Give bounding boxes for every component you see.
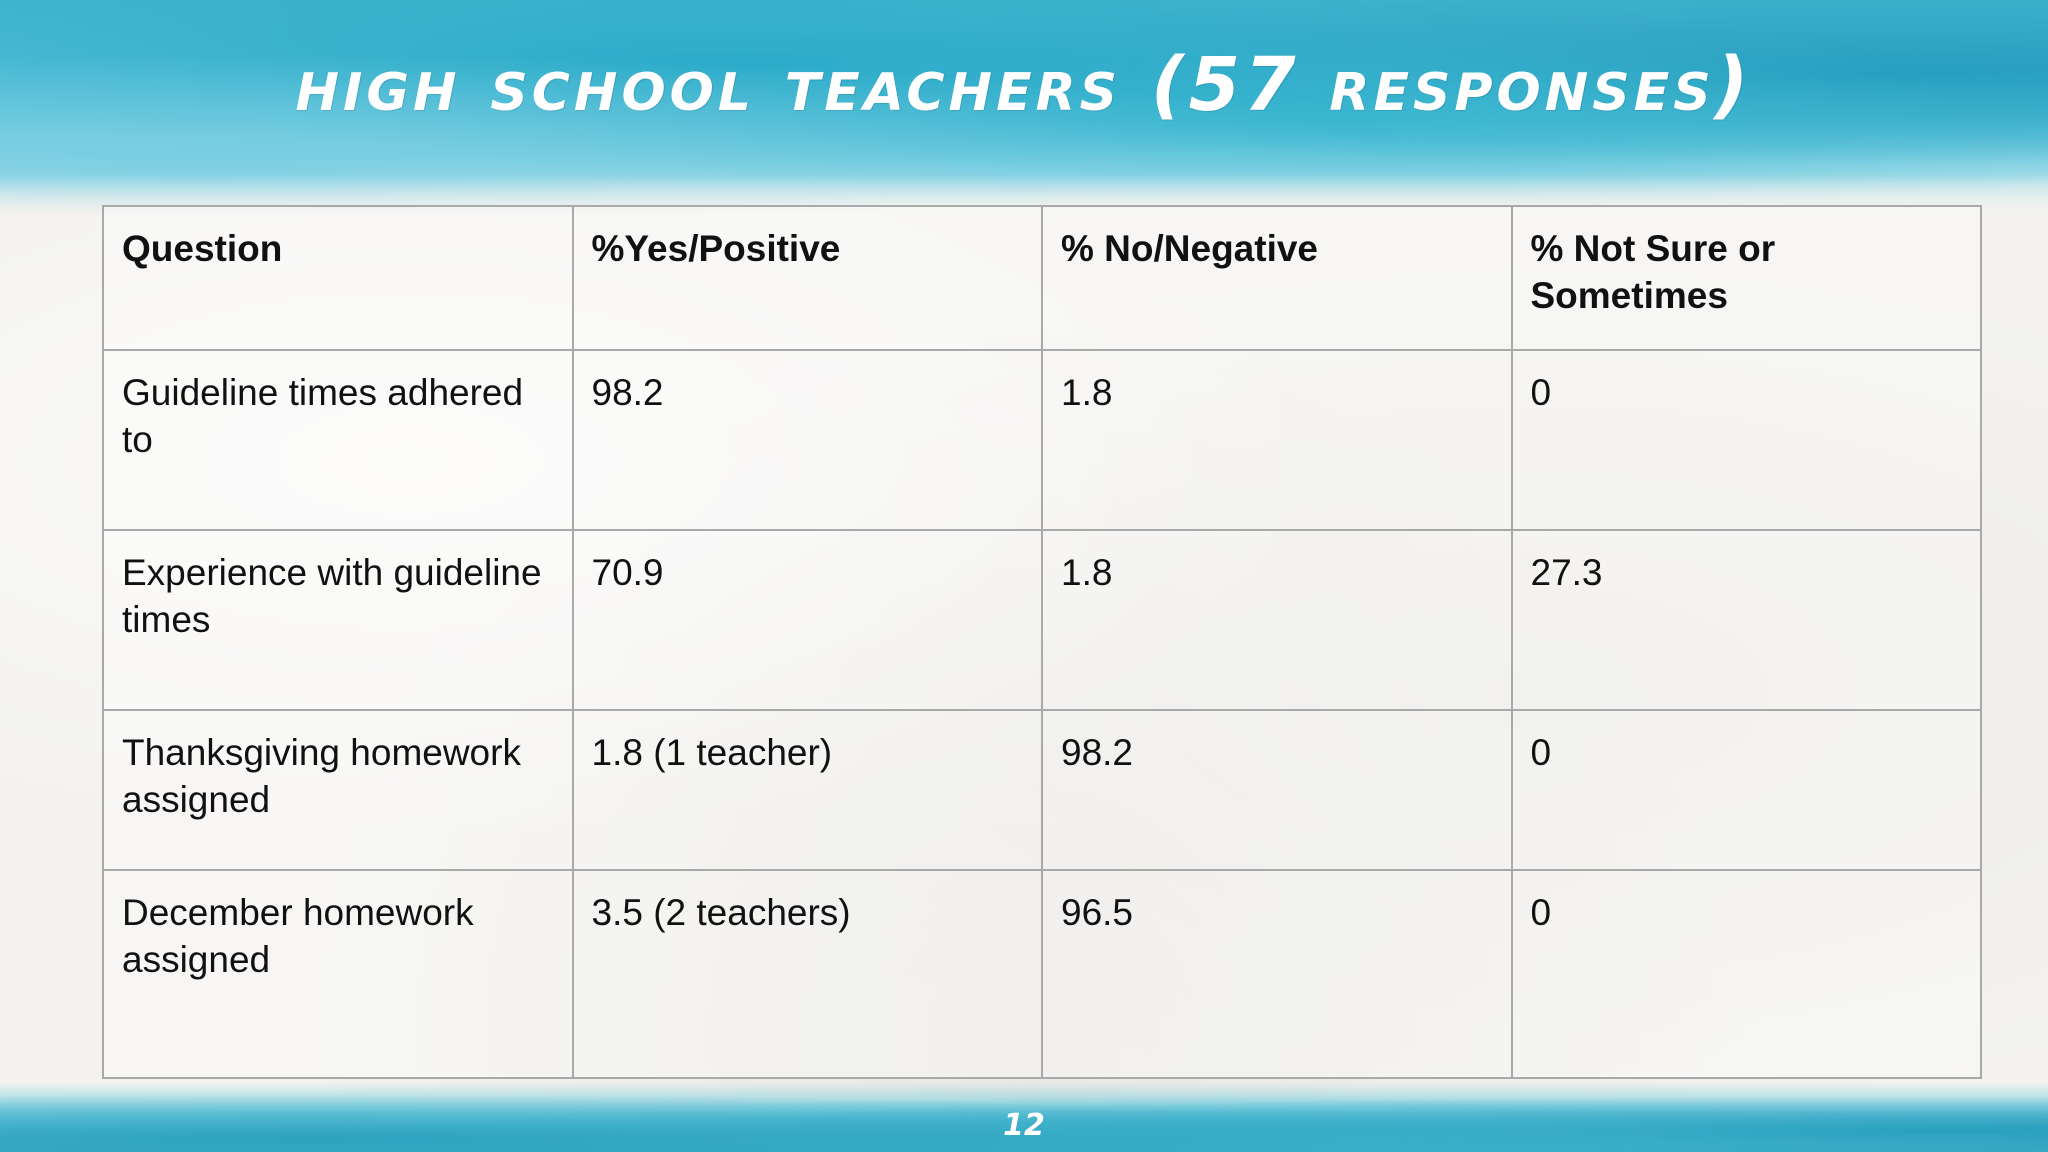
cell-not-sure: 27.3: [1510, 529, 1982, 711]
cell-no: 1.8: [1041, 349, 1513, 531]
cell-yes: 98.2: [571, 349, 1043, 531]
header-not-sure: % Not Sure or Sometimes: [1510, 205, 1982, 351]
cell-question: Thanksgiving homework assigned: [102, 709, 574, 871]
cell-yes: 3.5 (2 teachers): [571, 869, 1043, 1079]
header-yes-positive: %Yes/Positive: [571, 205, 1043, 351]
cell-question: Experience with guideline times: [102, 529, 574, 711]
table-row: Thanksgiving homework assigned 1.8 (1 te…: [102, 709, 1982, 871]
cell-yes: 70.9: [571, 529, 1043, 711]
cell-not-sure: 0: [1510, 869, 1982, 1079]
cell-no: 1.8: [1041, 529, 1513, 711]
cell-no: 98.2: [1041, 709, 1513, 871]
header-question: Question: [102, 205, 574, 351]
survey-results-table: Question %Yes/Positive % No/Negative % N…: [102, 205, 1982, 1079]
table-header-row: Question %Yes/Positive % No/Negative % N…: [102, 205, 1982, 351]
watercolor-footer-band: [0, 1082, 2048, 1152]
cell-yes: 1.8 (1 teacher): [571, 709, 1043, 871]
cell-not-sure: 0: [1510, 349, 1982, 531]
table-row: Experience with guideline times 70.9 1.8…: [102, 529, 1982, 711]
cell-question: December homework assigned: [102, 869, 574, 1079]
cell-no: 96.5: [1041, 869, 1513, 1079]
cell-not-sure: 0: [1510, 709, 1982, 871]
cell-question: Guideline times adhered to: [102, 349, 574, 531]
table-row: December homework assigned 3.5 (2 teache…: [102, 869, 1982, 1079]
header-no-negative: % No/Negative: [1041, 205, 1513, 351]
page-number: 12: [1003, 1108, 1045, 1143]
table-row: Guideline times adhered to 98.2 1.8 0: [102, 349, 1982, 531]
slide-title: HIGH SCHOOL TEACHERS (57 RESPONSES): [295, 42, 1753, 128]
